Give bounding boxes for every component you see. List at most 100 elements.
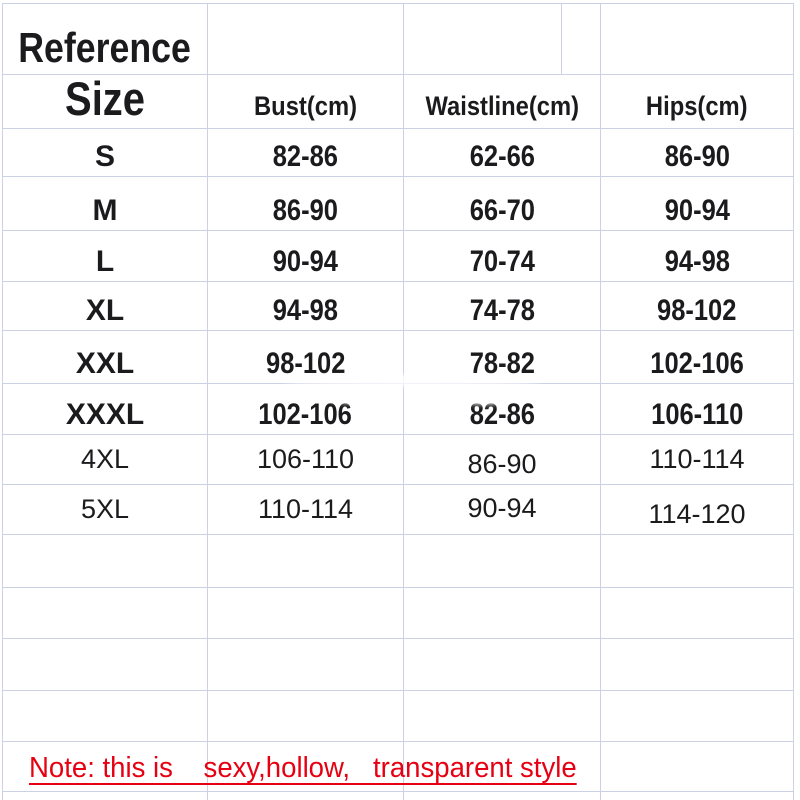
empty-cell — [3, 691, 208, 741]
hips-cell: 106-110 — [601, 384, 794, 434]
empty-cell — [404, 691, 601, 741]
table-row-l: L 90-94 70-74 94-98 — [3, 231, 794, 282]
size-value: 4XL — [80, 444, 130, 474]
hips-value: 98-102 — [657, 294, 737, 327]
hips-cell: 86-90 — [601, 129, 794, 176]
size-value: M — [92, 194, 118, 227]
hips-value: 90-94 — [664, 194, 730, 227]
size-table: Reference Size Bust(cm) Waistline(cm) Hi… — [2, 3, 794, 800]
bust-cell: 98-102 — [208, 331, 404, 383]
hips-value: 94-98 — [664, 245, 730, 278]
bust-value: 98-102 — [265, 347, 346, 380]
waist-value: 62-66 — [469, 140, 535, 173]
empty-cell — [601, 691, 794, 741]
size-header-cell: Size — [3, 72, 208, 128]
bust-cell: 86-90 — [208, 177, 404, 230]
table-row-xxl: XXL 98-102 78-82 102-106 — [3, 331, 794, 384]
bust-cell: 106-110 — [208, 435, 404, 484]
table-row-4xl: 4XL 106-110 86-90 110-114 — [3, 435, 794, 485]
hips-value: 106-110 — [650, 398, 744, 431]
size-header: Size — [65, 72, 145, 125]
waist-value: 66-70 — [469, 194, 535, 227]
waist-cell: 78-82 — [404, 331, 601, 383]
size-value: XXL — [75, 347, 135, 380]
empty-cell — [3, 588, 208, 638]
waist-cell: 86-90 — [404, 435, 601, 484]
bust-cell: 94-98 — [208, 282, 404, 330]
waist-cell: 90-94 — [404, 485, 601, 534]
empty-cell — [601, 4, 794, 74]
size-cell: 4XL — [3, 435, 208, 484]
hips-cell: 90-94 — [601, 177, 794, 230]
hips-header-cell: Hips(cm) — [601, 75, 794, 128]
waist-value: 70-74 — [469, 245, 535, 278]
empty-row — [3, 792, 794, 800]
empty-cell — [404, 535, 601, 587]
hips-value: 110-114 — [649, 444, 745, 474]
reference-title-cell: Reference — [3, 4, 208, 74]
size-cell: L — [3, 231, 208, 281]
size-value: XXXL — [65, 398, 145, 431]
empty-cell — [208, 742, 404, 791]
watermark — [452, 387, 514, 405]
empty-cell — [601, 535, 794, 587]
waist-value: 74-78 — [469, 294, 535, 327]
empty-cell — [404, 4, 562, 74]
size-cell: 5XL — [3, 485, 208, 534]
table-row-xl: XL 94-98 74-78 98-102 — [3, 282, 794, 331]
empty-cell — [208, 4, 404, 74]
empty-cell — [208, 691, 404, 741]
empty-row — [3, 691, 794, 742]
waist-cell: 62-66 — [404, 129, 601, 176]
empty-cell — [404, 742, 601, 791]
empty-cell — [3, 535, 208, 587]
empty-cell — [404, 588, 601, 638]
empty-cell — [208, 535, 404, 587]
watermark — [324, 391, 392, 404]
size-value: L — [95, 245, 115, 278]
hips-cell: 114-120 — [601, 485, 794, 534]
bust-value: 86-90 — [272, 194, 339, 227]
size-cell: S — [3, 129, 208, 176]
empty-row — [3, 535, 794, 588]
hips-cell: 110-114 — [601, 435, 794, 484]
bust-cell: 102-106 — [208, 384, 404, 434]
reference-header-row: Reference — [3, 4, 794, 75]
empty-cell — [3, 792, 208, 800]
empty-row — [3, 639, 794, 691]
waist-value: 86-90 — [467, 449, 537, 479]
empty-cell — [601, 639, 794, 690]
empty-cell — [601, 588, 794, 638]
reference-title: Reference — [18, 24, 192, 71]
table-row-5xl: 5XL 110-114 90-94 114-120 — [3, 485, 794, 535]
size-cell: XL — [3, 282, 208, 330]
size-value: S — [94, 140, 115, 173]
table-row-xxxl: XXXL 102-106 82-86 106-110 — [3, 384, 794, 435]
hips-header: Hips(cm) — [646, 91, 748, 121]
bust-cell: 82-86 — [208, 129, 404, 176]
hips-cell: 98-102 — [601, 282, 794, 330]
table-row-m: M 86-90 66-70 90-94 — [3, 177, 794, 231]
size-value: 5XL — [80, 494, 130, 524]
bust-cell: 110-114 — [208, 485, 404, 534]
bust-header-cell: Bust(cm) — [208, 75, 404, 128]
waist-cell: 66-70 — [404, 177, 601, 230]
waist-value: 78-82 — [469, 347, 535, 380]
bust-cell: 90-94 — [208, 231, 404, 281]
empty-cell — [601, 742, 794, 791]
empty-cell — [208, 588, 404, 638]
hips-value: 86-90 — [664, 140, 730, 173]
empty-cell — [3, 639, 208, 690]
hips-cell: 94-98 — [601, 231, 794, 281]
waist-cell: 74-78 — [404, 282, 601, 330]
empty-cell — [208, 639, 404, 690]
empty-cell — [404, 792, 601, 800]
note-text: Note: this is sexy,hollow, transparent s… — [29, 752, 577, 784]
empty-cell — [208, 792, 404, 800]
empty-cell — [601, 792, 794, 800]
hips-value: 102-106 — [650, 347, 744, 380]
watermark — [283, 375, 541, 386]
bust-value: 90-94 — [272, 245, 339, 278]
empty-cell — [562, 4, 601, 74]
